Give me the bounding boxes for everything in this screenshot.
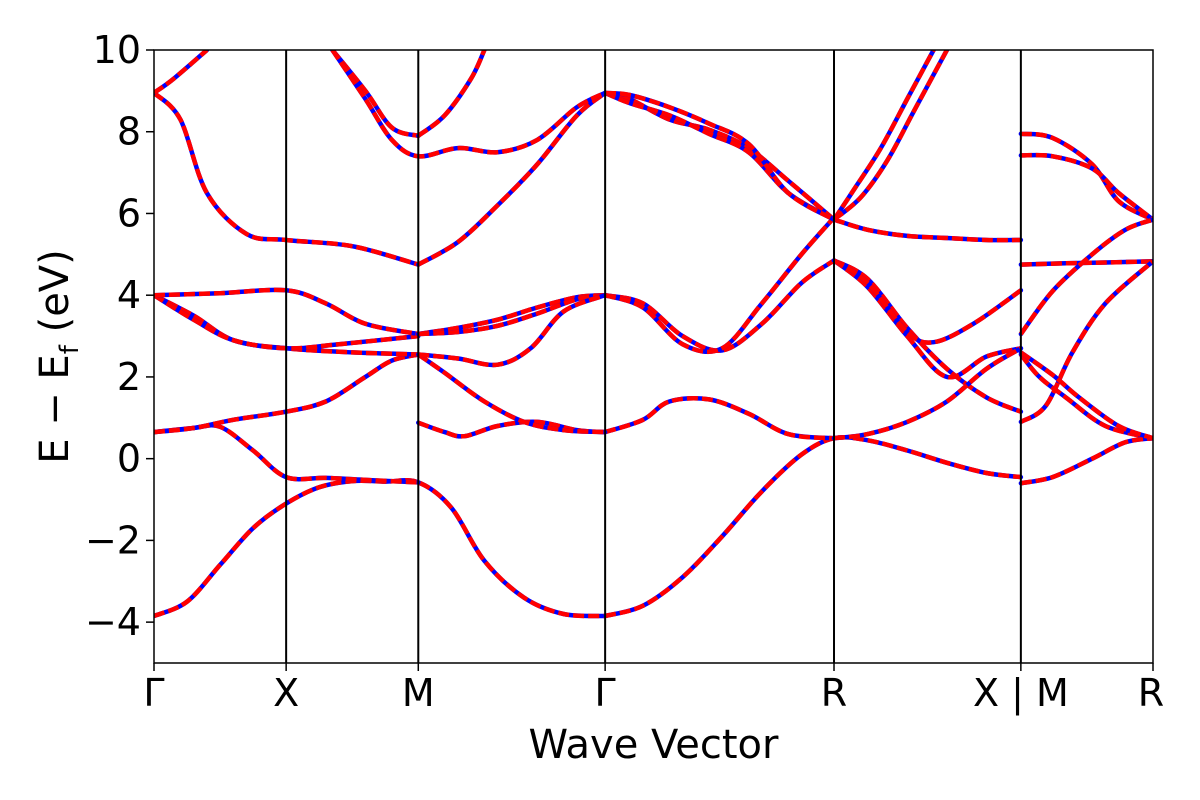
y-tick-label-4: 4: [117, 273, 141, 317]
band-2-dashed: [154, 423, 419, 485]
y-axis-label: E − Ef (eV): [32, 249, 85, 464]
band-36-solid: [1018, 259, 1153, 425]
band-15-dashed: [832, 258, 1022, 414]
y-tick-label-1: −2: [85, 518, 141, 562]
band-16-dashed: [832, 258, 1022, 380]
band-0-solid: [154, 478, 608, 619]
x-axis: Γ X M Γ R X | M R: [143, 663, 1164, 716]
band-3-dashed: [154, 352, 419, 435]
band-24-dashed: [330, 50, 607, 159]
y-tick-label-5: 6: [117, 191, 141, 235]
band-27-dashed: [604, 90, 836, 222]
band-6-solid: [416, 352, 608, 435]
x-tick-label-5: X | M: [973, 671, 1069, 716]
band-1-dashed: [604, 434, 1022, 619]
band-32-dashed: [1020, 152, 1153, 222]
band-36-dashed: [1019, 259, 1153, 424]
band-8-dashed: [154, 293, 419, 351]
band-38-solid: [1018, 350, 1153, 441]
band-28-dashed: [833, 217, 1021, 243]
band-14-dashed: [604, 216, 836, 355]
x-axis-label: Wave Vector: [529, 722, 780, 768]
band-30-dashed: [832, 50, 949, 222]
band-4-dashed: [417, 419, 606, 439]
band-20-dashed: [417, 91, 607, 267]
y-axis-label-main: E − E: [32, 354, 78, 464]
y-tick-label-2: 0: [117, 437, 141, 481]
band-21-dashed: [154, 50, 209, 95]
band-0-dashed: [154, 478, 606, 619]
x-tick-label-3: Γ: [595, 671, 616, 715]
y-tick-label-3: 2: [117, 355, 141, 399]
band-5-dashed: [604, 396, 835, 441]
band-31-dashed: [1020, 131, 1153, 222]
band-37-dashed: [1020, 435, 1153, 486]
band-9-dashed: [154, 287, 419, 337]
y-axis-label-subscript: f: [55, 344, 85, 354]
band-20-solid: [416, 90, 608, 267]
band-18-dashed: [833, 346, 1023, 441]
x-tick-label-4: R: [821, 671, 847, 715]
band-38-dashed: [1019, 350, 1153, 441]
x-tick-label-1: X: [273, 671, 299, 715]
y-tick-label-0: −4: [85, 600, 141, 644]
x-tick-label-6: R: [1138, 671, 1164, 715]
high-symmetry-lines: [285, 50, 1022, 663]
band-23-dashed: [416, 50, 487, 138]
band-22-dashed: [330, 50, 419, 139]
band-curves: [154, 50, 1153, 619]
band-23-solid: [416, 50, 487, 139]
band-35-dashed: [1019, 353, 1153, 441]
y-tick-label-7: 10: [93, 28, 141, 72]
band-19-dashed: [154, 91, 419, 267]
band-25-dashed: [604, 90, 836, 222]
band-29-dashed: [832, 50, 936, 221]
band-13-dashed: [604, 258, 836, 353]
y-tick-label-6: 8: [117, 110, 141, 154]
x-tick-label-0: Γ: [143, 671, 164, 715]
plot-frame: [153, 49, 1154, 664]
y-axis-label-unit: (eV): [32, 249, 78, 345]
x-tick-label-2: M: [402, 671, 435, 715]
band-33-dashed: [1020, 259, 1153, 267]
band-17-dashed: [832, 258, 1023, 345]
y-axis: −4 −2 0 2 4 6 8 10: [85, 28, 154, 644]
band-11-dashed: [418, 292, 606, 337]
band-6-dashed: [417, 352, 606, 435]
band-12-dashed: [418, 293, 606, 368]
band-34-dashed: [1019, 217, 1153, 336]
